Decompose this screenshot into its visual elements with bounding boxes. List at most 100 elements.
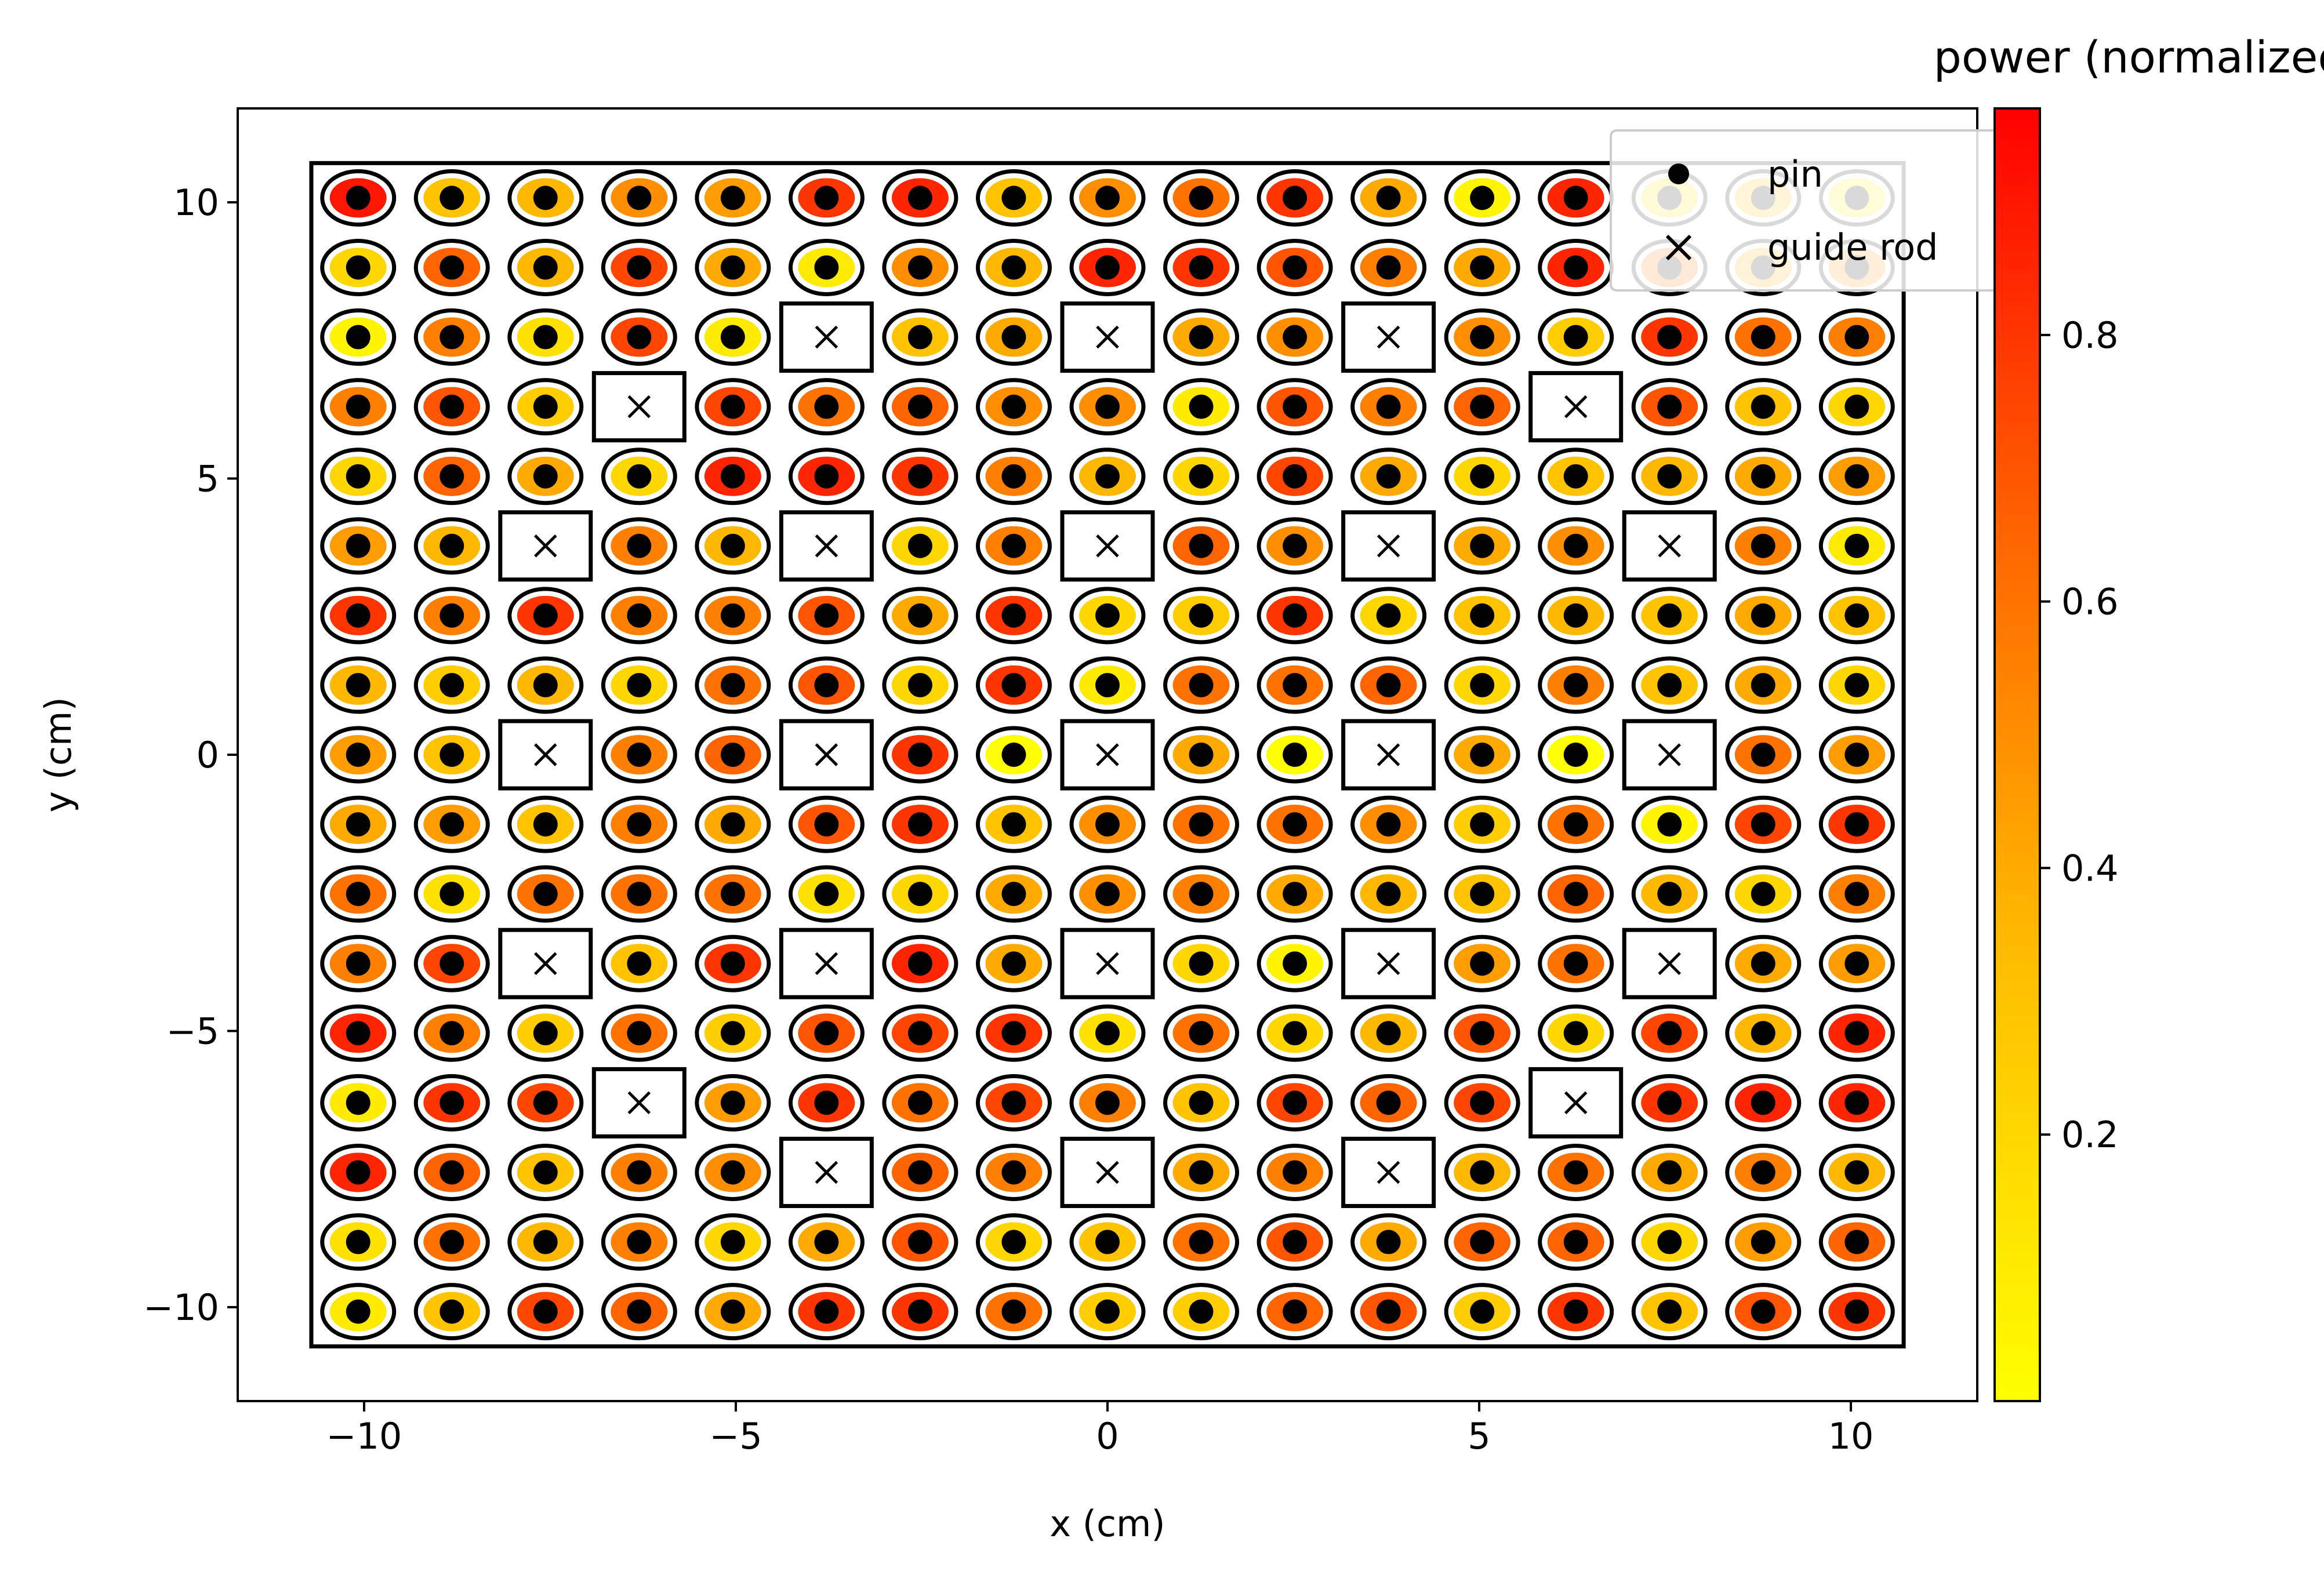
y-tick-label: 5 [197,458,219,500]
pin [788,656,865,714]
pin [1725,865,1802,923]
pin [1538,517,1614,575]
pin [975,656,1052,714]
pin [601,448,677,505]
pin [1069,238,1146,296]
guide-rod [591,1067,687,1138]
pin [413,795,490,853]
pin [1631,378,1708,436]
pin [695,1283,771,1341]
guide-rod [779,1136,874,1208]
pin [320,238,397,296]
pin [1069,169,1146,227]
pin [1444,795,1520,853]
pin [695,587,771,645]
pin [1257,865,1333,923]
x-tick-label: −10 [326,1415,402,1457]
pin [413,238,490,296]
pin [413,587,490,645]
pins-layer [320,169,1895,1341]
pin [507,169,584,227]
pin [320,517,397,575]
pin [1538,1004,1614,1062]
pin [788,238,865,296]
pin [1069,1004,1146,1062]
pin [1818,1074,1895,1132]
pin [1444,656,1520,714]
colorbar-ticks: 0.2 0.4 0.6 0.8 [2040,314,2119,1156]
x-tick-label: 10 [1828,1415,1874,1457]
pin [507,1004,584,1062]
pin [601,169,677,227]
guide-rod [1060,927,1155,999]
pin [320,587,397,645]
pin [1257,1213,1333,1271]
colorbar: 0.2 0.4 0.6 0.8 power (normalized) [1934,31,2324,1402]
pin [1163,1283,1240,1341]
guide-rod [498,510,593,582]
pin [1350,448,1427,505]
pin [882,517,958,575]
pin [1818,726,1895,784]
pin [320,1004,397,1062]
pin [601,656,677,714]
pin [788,169,865,227]
pin [601,1143,677,1201]
guide-rod [1060,301,1155,373]
pin [1350,238,1427,296]
guide-rod [1341,301,1436,373]
pin [1444,169,1520,227]
pin [882,1283,958,1341]
colorbar-tick-label: 0.6 [2061,581,2119,623]
pin [320,1283,397,1341]
pin [320,1213,397,1271]
pin [601,1213,677,1271]
pin [320,726,397,784]
pin [413,517,490,575]
pin [1444,378,1520,436]
pin [1350,865,1427,923]
pin [601,517,677,575]
pin [1538,795,1614,853]
pin [320,1143,397,1201]
pin [1257,587,1333,645]
pin [1444,934,1520,992]
pin [1163,169,1240,227]
colorbar-tick-label: 0.4 [2061,847,2119,889]
pin [1163,1004,1240,1062]
pin [695,865,771,923]
guide-rod [1622,927,1717,999]
pin [788,378,865,436]
pin [1163,1074,1240,1132]
pin [507,308,584,366]
colorbar-title: power (normalized) [1934,31,2324,83]
pin [1818,308,1895,366]
y-tick-label: 10 [173,181,219,224]
pin [320,1074,397,1132]
pin [882,656,958,714]
guide-rod [1060,510,1155,582]
y-tick-label: 0 [197,734,219,776]
pin [1631,1143,1708,1201]
pin [601,587,677,645]
guide-rod [591,371,687,443]
pin [882,308,958,366]
pin [1818,1143,1895,1201]
y-axis-label: y (cm) [37,697,79,812]
pin [975,934,1052,992]
pin [507,587,584,645]
pin [507,795,584,853]
pin [1350,378,1427,436]
pin [882,1213,958,1271]
pin [1444,448,1520,505]
pin [507,448,584,505]
pin [1725,656,1802,714]
x-tick-label: −5 [709,1415,762,1457]
pin [788,865,865,923]
pin [1350,169,1427,227]
pin [1631,587,1708,645]
pin [1538,1213,1614,1271]
pin [695,1213,771,1271]
pin [1163,1143,1240,1201]
pin [1350,656,1427,714]
